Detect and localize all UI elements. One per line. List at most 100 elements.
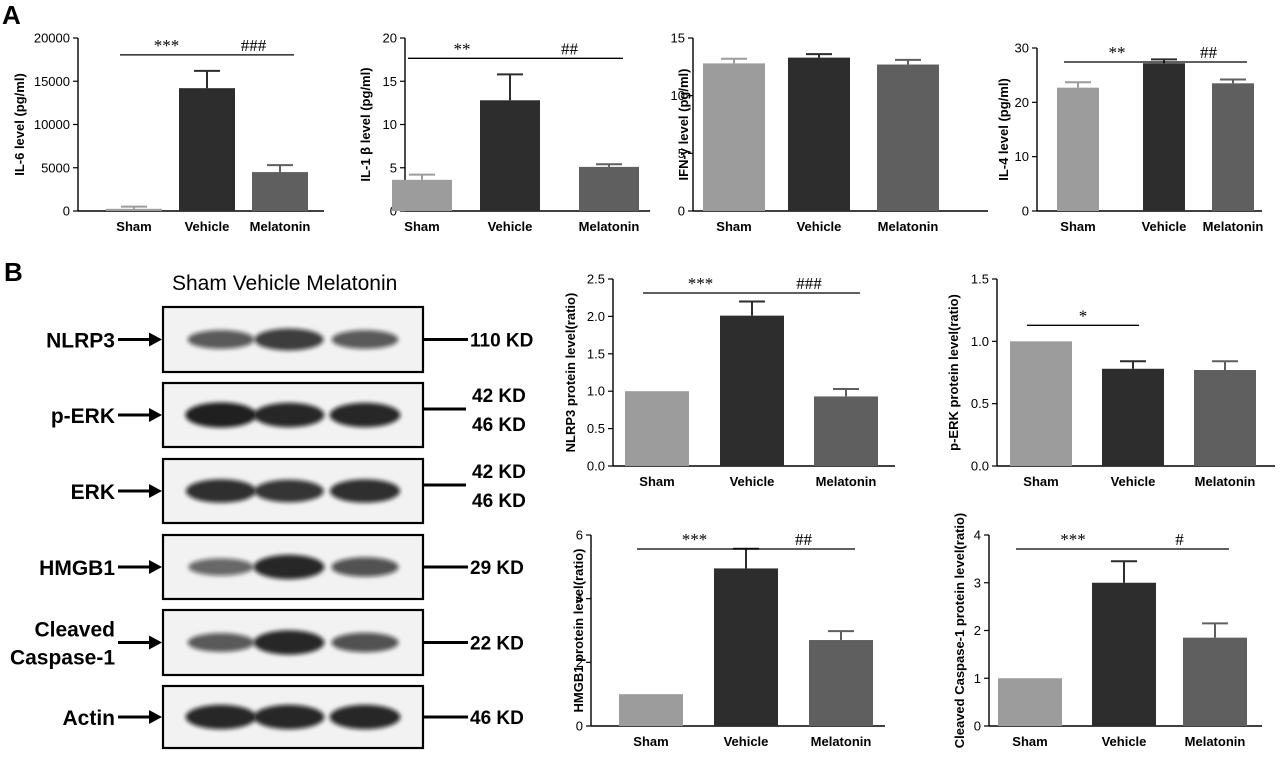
kd-label: 42 KD — [472, 386, 526, 407]
y-tick-label: 4 — [974, 528, 981, 543]
bar-sham — [1010, 341, 1072, 466]
y-tick-label: 20000 — [34, 31, 70, 46]
bar-sham — [1057, 87, 1099, 211]
bar-melatonin — [252, 172, 308, 211]
arrow-head — [149, 560, 162, 574]
category-label: Vehicle — [185, 219, 230, 234]
chart-7: 0 2 4 6 Sham Vehicle Melatonin *** ## HMGB1 prote… — [571, 528, 885, 749]
chart-6: 0.0 0.5 1.0 1.5 Sham Vehicle Melatonin * p-ERK p… — [946, 272, 1275, 489]
y-axis-label: p-ERK protein level(ratio) — [946, 294, 961, 451]
blot-band — [331, 557, 399, 577]
kd-label: 29 KD — [470, 558, 524, 579]
bar-vehicle — [1102, 368, 1164, 466]
y-tick-label: 10 — [671, 88, 685, 103]
chart-8: 0 1 2 3 4 Sham Vehicle Melatonin *** # Cleaved Cas… — [952, 513, 1262, 749]
category-label: Vehicle — [488, 219, 533, 234]
chart-2: 05101520ShamVehicleMelatonin**##IL-1 β l… — [358, 31, 650, 234]
y-tick-label: 5 — [390, 160, 397, 175]
significance-marker: # — [1175, 530, 1184, 549]
bar-sham — [392, 179, 452, 211]
y-axis-label: IFN-γ level (pg/ml) — [676, 69, 691, 181]
significance-marker: *** — [688, 274, 714, 293]
y-axis-label: IL-6 level (pg/ml) — [12, 73, 27, 176]
protein-label: HMGB1 — [39, 557, 115, 580]
category-label: Sham — [716, 219, 751, 234]
bar-sham — [703, 63, 765, 211]
y-axis-label: IL-4 level (pg/ml) — [996, 78, 1011, 181]
y-tick-label: 0.5 — [971, 396, 989, 411]
protein-label: Actin — [63, 707, 116, 730]
kd-label: 46 KD — [472, 491, 526, 512]
y-tick-label: 3 — [974, 575, 981, 590]
bar-melatonin — [809, 640, 873, 726]
blot-band — [253, 704, 325, 730]
significance-marker: ### — [241, 36, 267, 55]
blot-band — [331, 330, 399, 349]
y-tick-label: 1.5 — [971, 272, 989, 287]
significance-marker: ## — [561, 39, 579, 58]
category-label: Melatonin — [1203, 219, 1264, 234]
arrow-head — [149, 408, 162, 422]
blot-band — [253, 630, 325, 655]
bar-sham — [998, 678, 1062, 726]
y-axis-label: HMGB1 protein level(ratio) — [571, 549, 586, 713]
significance-marker: ### — [796, 274, 822, 293]
y-tick-label: 10000 — [34, 117, 70, 132]
category-label: Vehicle — [1142, 219, 1187, 234]
y-tick-label: 20 — [1015, 95, 1029, 110]
bar-vehicle — [714, 568, 778, 726]
blot-row: ERK 42 KD 46 KD — [71, 457, 526, 525]
y-tick-label: 6 — [576, 528, 583, 543]
y-tick-label: 15 — [383, 74, 397, 89]
blot-row: p-ERK 42 KD 46 KD — [51, 381, 526, 449]
blot-band — [187, 633, 255, 652]
bar-melatonin — [1183, 637, 1247, 726]
category-label: Vehicle — [1102, 734, 1147, 749]
bar-vehicle — [788, 57, 850, 212]
blot-band — [254, 328, 324, 351]
y-tick-label: 2 — [974, 623, 981, 638]
significance-marker: *** — [682, 530, 708, 549]
y-tick-label: 2.5 — [587, 272, 605, 287]
significance-marker: *** — [1060, 530, 1086, 549]
y-tick-label: 0 — [974, 719, 981, 734]
y-tick-label: 30 — [1015, 41, 1029, 56]
category-label: Melatonin — [250, 219, 311, 234]
bar-vehicle — [1143, 63, 1185, 211]
category-label: Melatonin — [579, 219, 640, 234]
bar-melatonin — [814, 396, 878, 466]
blot-band — [188, 558, 254, 576]
blot-band — [329, 479, 401, 503]
chart-4: 0 10 20 30 Sham Vehicle Melatonin ** ## IL-4 leve… — [996, 41, 1263, 235]
bar-melatonin — [1212, 83, 1254, 211]
y-tick-label: 10 — [383, 117, 397, 132]
category-label: Sham — [1012, 734, 1047, 749]
blot-band — [185, 402, 257, 428]
bar-vehicle — [720, 315, 784, 466]
category-label: Melatonin — [878, 219, 939, 234]
bar-sham — [106, 208, 162, 211]
bar-sham — [619, 694, 683, 726]
blot-band — [185, 479, 257, 503]
chart-1: 0 5000 10000 15000 20000 Sham Vehicle Melatonin… — [12, 31, 324, 234]
panel-label-a: A — [2, 0, 21, 30]
category-label: Sham — [1023, 474, 1058, 489]
protein-label: Caspase-1 — [10, 647, 115, 670]
arrow-head — [149, 635, 162, 650]
category-label: Vehicle — [797, 219, 842, 234]
category-label: Sham — [404, 219, 439, 234]
kd-label: 110 KD — [470, 331, 533, 352]
category-label: Vehicle — [730, 474, 775, 489]
y-tick-label: 1.0 — [587, 384, 605, 399]
significance-marker: ## — [1200, 43, 1218, 62]
blot-band — [329, 704, 401, 730]
y-tick-label: 0 — [1022, 204, 1029, 219]
blot-band — [253, 554, 325, 580]
western-blot: NLRP3 110 KD p-ERK 42 KD 46 KD ERK 42 KD 46 KD H… — [10, 305, 533, 750]
y-tick-label: 1.5 — [587, 346, 605, 361]
category-label: Vehicle — [1111, 474, 1156, 489]
significance-marker: *** — [154, 36, 180, 55]
y-tick-label: 5000 — [41, 160, 70, 175]
